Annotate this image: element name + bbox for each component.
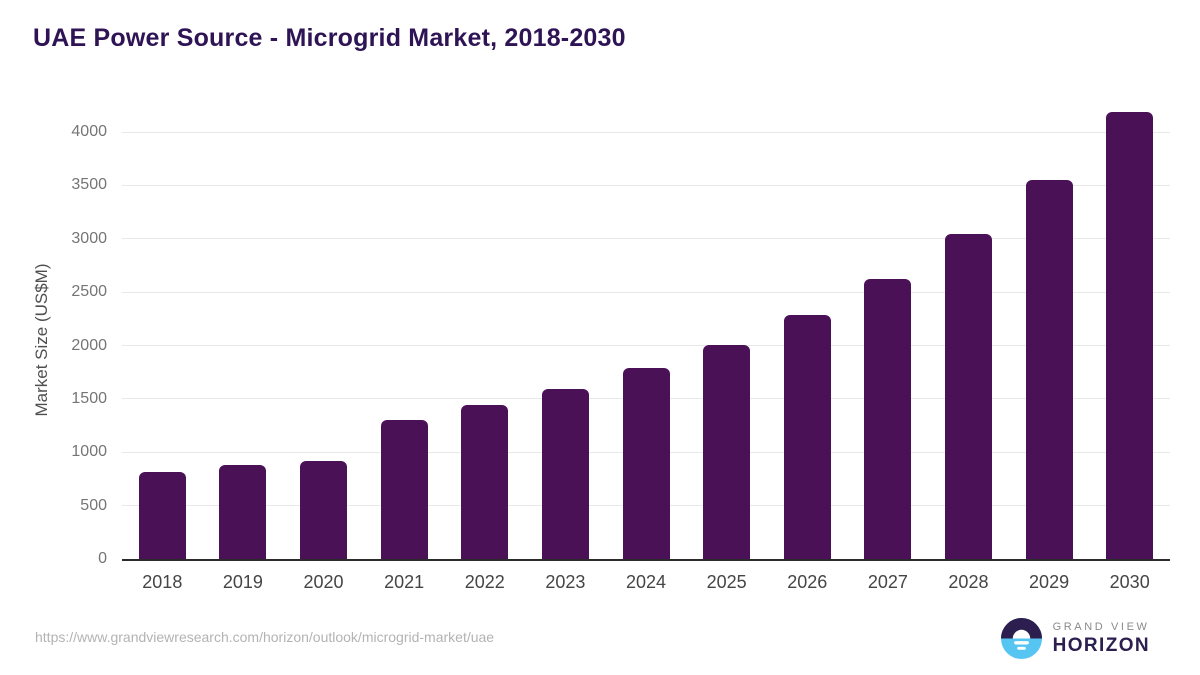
- logo-line-grand-view: GRAND VIEW: [1052, 620, 1150, 633]
- bar-2019: [219, 464, 267, 559]
- bar-2026: [783, 315, 831, 559]
- gridline: [122, 345, 1170, 346]
- x-tick-label: 2030: [1109, 572, 1150, 592]
- x-tick-label: 2021: [384, 572, 425, 592]
- gridline: [122, 291, 1170, 293]
- x-tick-label: 2018: [142, 572, 183, 592]
- logo-text: GRAND VIEW HORIZON: [1053, 621, 1150, 657]
- y-tick-label: 3500: [71, 176, 107, 194]
- x-tick-label: 2022: [464, 572, 505, 592]
- y-tick-label: 2000: [71, 336, 107, 354]
- x-tick-label: 2025: [706, 572, 747, 592]
- y-tick-label: 1000: [71, 443, 107, 461]
- y-tick-label: 500: [80, 496, 107, 514]
- bar-2023: [541, 389, 589, 559]
- bar-2021: [380, 420, 428, 559]
- bar-2025: [703, 344, 751, 559]
- x-tick-label: 2026: [787, 572, 828, 592]
- bar-2027: [864, 278, 912, 559]
- gridline: [122, 238, 1170, 240]
- bar-2028: [944, 234, 992, 559]
- y-tick-label: 0: [98, 550, 107, 567]
- logo-line-horizon: HORIZON: [1052, 634, 1150, 656]
- source-url: https://www.grandviewresearch.com/horizo…: [35, 629, 495, 645]
- gridline: [122, 184, 1170, 186]
- x-tick-label: 2029: [1029, 572, 1070, 592]
- x-tick-label: 2019: [222, 572, 263, 592]
- y-tick-label: 3000: [71, 229, 107, 247]
- plot-area: 0 500 1000 1500 2000 2500 3000 3500 4000 2018 2019…: [71, 111, 1170, 592]
- chart-title: UAE Power Source - Microgrid Market, 201…: [33, 24, 626, 52]
- x-tick-label: 2023: [545, 572, 586, 592]
- x-tick-label: 2028: [948, 572, 989, 592]
- bar-2020: [300, 460, 348, 559]
- horizon-logo-icon: [1000, 618, 1042, 659]
- gridline: [122, 131, 1170, 133]
- y-tick-label: 1500: [71, 389, 107, 407]
- x-tick-label: 2024: [625, 572, 667, 592]
- bar-2022: [461, 405, 509, 559]
- y-tick-label: 2500: [71, 283, 107, 301]
- y-tick-label: 4000: [71, 123, 107, 140]
- x-tick-label: 2020: [303, 572, 344, 592]
- bar-2029: [1025, 179, 1073, 559]
- bar-2024: [622, 368, 670, 559]
- grand-view-horizon-logo: GRAND VIEW HORIZON: [1000, 618, 1150, 659]
- bar-2030: [1106, 111, 1154, 559]
- x-tick-label: 2027: [867, 572, 908, 592]
- bar-2018: [138, 472, 186, 559]
- x-axis-line: [122, 559, 1170, 561]
